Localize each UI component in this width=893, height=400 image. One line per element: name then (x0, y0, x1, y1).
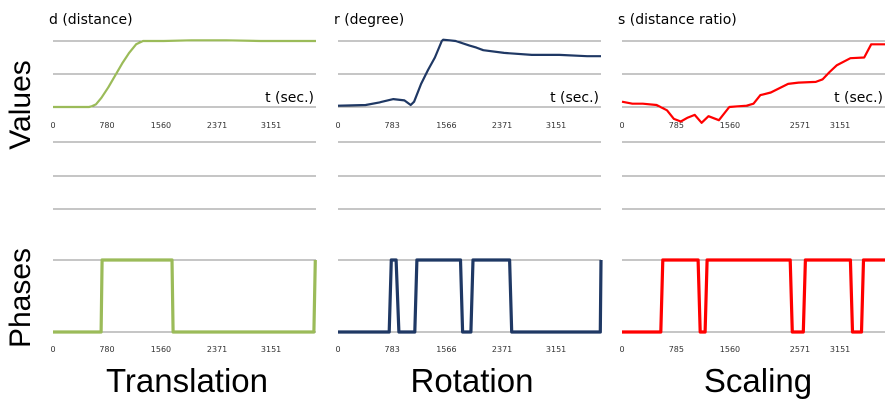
series-line-rotation (337, 38, 601, 107)
chart-title: s (distance ratio) (618, 12, 737, 28)
x-tick-label: 783 (385, 121, 400, 130)
x-tick-label: 0 (50, 121, 55, 130)
x-tick-label: 3151 (261, 345, 281, 354)
x-tick-label: 3151 (546, 121, 566, 130)
x-tick-label: 1560 (151, 121, 171, 130)
column-title-translation: Translation (106, 362, 268, 399)
panel-translation-values: 0 780 1560 2371 3151 d (distance) t (sec.) (49, 12, 316, 130)
x-tick-label: 1566 (436, 345, 456, 354)
x-tick-label: 1566 (436, 121, 456, 130)
series-line-translation (53, 258, 317, 334)
x-axis-label: t (sec.) (834, 90, 883, 106)
column-title-scaling: Scaling (704, 362, 812, 399)
x-tick-label: 785 (669, 121, 684, 130)
chart-title: d (distance) (49, 12, 133, 28)
x-axis-label: t (sec.) (265, 90, 314, 106)
x-tick-label: 783 (385, 345, 400, 354)
values-row-label: Values (4, 60, 37, 150)
x-tick-label: 780 (99, 121, 114, 130)
x-tick-label: 2371 (207, 121, 227, 130)
x-tick-label: 2371 (492, 121, 512, 130)
x-tick-label: 2571 (790, 345, 810, 354)
x-tick-label: 0 (50, 345, 55, 354)
x-tick-label: 3151 (830, 121, 850, 130)
panel-scaling-values: 0 785 1560 2571 3151 s (distance ratio) t (sec… (618, 12, 885, 130)
x-tick-label: 2371 (492, 345, 512, 354)
x-tick-label: 0 (335, 345, 340, 354)
x-tick-label: 0 (335, 121, 340, 130)
x-tick-label: 1560 (720, 345, 740, 354)
column-title-rotation: Rotation (411, 362, 534, 399)
x-tick-label: 1560 (151, 345, 171, 354)
x-tick-label: 0 (619, 345, 624, 354)
series-line-rotation (338, 258, 603, 334)
x-tick-label: 3151 (546, 345, 566, 354)
panels: 0 780 1560 2371 3151 d (distance) t (sec.) 0 783… (49, 12, 885, 354)
x-tick-label: 785 (669, 345, 684, 354)
x-tick-label: 2571 (790, 121, 810, 130)
panel-rotation-values: 0 783 1566 2371 3151 r (degree) t (sec.) (334, 12, 601, 130)
panel-rotation-phases: 0 783 1566 2371 3151 (335, 141, 603, 354)
x-tick-label: 0 (619, 121, 624, 130)
x-tick-label: 1560 (720, 121, 740, 130)
x-axis-label: t (sec.) (550, 90, 599, 106)
x-tick-label: 780 (99, 345, 114, 354)
series-line-scaling (622, 258, 885, 334)
series-line-scaling (621, 43, 885, 124)
x-tick-label: 3151 (261, 121, 281, 130)
phases-row-label: Phases (4, 248, 37, 348)
chart-title: r (degree) (334, 12, 404, 28)
panel-translation-phases: 0 780 1560 2371 3151 (50, 141, 317, 354)
panel-scaling-phases: 0 785 1560 2571 3151 (619, 141, 885, 354)
x-tick-label: 3151 (830, 345, 850, 354)
series-line-translation (53, 39, 316, 109)
x-tick-label: 2371 (207, 345, 227, 354)
